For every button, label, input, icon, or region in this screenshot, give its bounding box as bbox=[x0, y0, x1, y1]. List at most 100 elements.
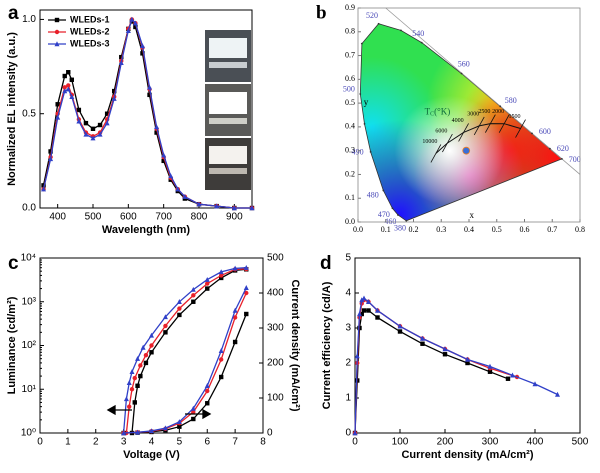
y-tick-label: 1 bbox=[345, 393, 351, 404]
marker bbox=[361, 295, 367, 301]
marker bbox=[119, 54, 124, 60]
wavelength-label: 600 bbox=[539, 127, 551, 136]
locus-point bbox=[531, 132, 533, 135]
series-line bbox=[122, 267, 247, 434]
marker bbox=[135, 355, 141, 361]
y-tick-label: 10² bbox=[22, 340, 37, 351]
x-tick-label: 2 bbox=[93, 437, 99, 448]
marker bbox=[55, 114, 61, 120]
marker bbox=[204, 383, 210, 388]
marker bbox=[83, 131, 89, 137]
temperature-label: 1500 bbox=[509, 114, 521, 120]
marker bbox=[465, 360, 470, 366]
marker bbox=[465, 356, 470, 362]
marker bbox=[191, 416, 196, 422]
y2-axis-label: Current density (mA/cm²) bbox=[289, 279, 301, 411]
marker bbox=[69, 94, 75, 99]
marker bbox=[154, 130, 159, 135]
marker bbox=[54, 41, 60, 47]
temperature-label: 6000 bbox=[435, 128, 447, 134]
x-tick-label: 0 bbox=[352, 437, 358, 448]
marker bbox=[354, 353, 360, 359]
marker bbox=[83, 120, 89, 126]
marker bbox=[41, 186, 47, 192]
y-tick-label: 0.5 bbox=[22, 108, 36, 119]
marker bbox=[532, 381, 538, 387]
marker bbox=[129, 369, 135, 375]
marker bbox=[361, 308, 367, 313]
marker bbox=[510, 372, 515, 378]
marker bbox=[127, 404, 132, 409]
marker bbox=[62, 73, 67, 79]
series-line bbox=[354, 299, 518, 434]
locus-point bbox=[460, 72, 463, 75]
marker bbox=[420, 341, 425, 346]
marker bbox=[76, 107, 82, 113]
marker bbox=[420, 335, 425, 341]
marker bbox=[149, 350, 154, 355]
marker bbox=[177, 306, 182, 311]
marker bbox=[76, 118, 82, 124]
legend-label: WLEDs-1 bbox=[70, 14, 110, 24]
marker bbox=[218, 275, 224, 281]
y-tick-label: 0.4 bbox=[345, 122, 355, 131]
panel-label: b bbox=[316, 2, 327, 23]
marker bbox=[149, 343, 154, 348]
marker bbox=[62, 85, 67, 90]
marker bbox=[138, 373, 143, 379]
marker bbox=[352, 430, 358, 436]
x-tick-label: 300 bbox=[482, 437, 499, 448]
marker bbox=[121, 430, 127, 436]
marker bbox=[487, 369, 493, 374]
y-tick-label: 4 bbox=[345, 288, 351, 299]
marker bbox=[359, 297, 365, 303]
marker bbox=[218, 357, 224, 362]
y-tick-label: 10³ bbox=[22, 296, 37, 307]
marker bbox=[147, 84, 153, 90]
x-axis-label: x bbox=[470, 210, 475, 220]
x-tick-label: 0.4 bbox=[464, 225, 474, 234]
marker bbox=[177, 312, 182, 318]
marker bbox=[176, 419, 182, 424]
y2-tick-label: 200 bbox=[267, 358, 284, 369]
axis-arrows bbox=[106, 404, 212, 420]
y-tick-label: 2 bbox=[345, 358, 351, 369]
marker bbox=[97, 122, 103, 128]
marker bbox=[54, 29, 60, 35]
y-tick-label: 5 bbox=[345, 253, 351, 264]
isotemperature-line bbox=[458, 123, 469, 142]
marker bbox=[65, 86, 71, 92]
y-tick-label: 10¹ bbox=[22, 384, 37, 395]
temperature-label: 4000 bbox=[452, 118, 464, 124]
x-axis-label: Voltage (V) bbox=[123, 449, 180, 461]
marker bbox=[190, 405, 196, 411]
locus-point bbox=[360, 42, 363, 45]
x-tick-label: 200 bbox=[437, 437, 454, 448]
marker bbox=[232, 339, 238, 345]
marker bbox=[54, 17, 60, 23]
y-tick-label: 10⁰ bbox=[21, 428, 36, 439]
marker bbox=[182, 193, 188, 199]
y-tick-label: 0.9 bbox=[345, 3, 355, 12]
x-tick-label: 7 bbox=[232, 437, 238, 448]
planck-title: TC(°K) bbox=[425, 107, 451, 118]
chart-panel: c 0 1 2 3 4 5 6 7 8 10⁰ 10¹ 10² 10³ 10⁴ 0 100 200 300 400 50… bbox=[6, 253, 301, 461]
marker bbox=[163, 323, 168, 329]
panel-label: d bbox=[320, 253, 332, 274]
temperature-label: 2500 bbox=[478, 109, 490, 115]
marker bbox=[397, 323, 403, 329]
isotemperature-line bbox=[430, 144, 442, 163]
locus-point bbox=[548, 147, 551, 150]
y-axis-label: y bbox=[364, 97, 369, 107]
x-tick-label: 6 bbox=[204, 437, 210, 448]
planck-title-part: (°K) bbox=[434, 107, 450, 117]
marker bbox=[375, 315, 380, 320]
marker bbox=[191, 299, 196, 304]
marker bbox=[125, 28, 131, 33]
y-tick-label: 0 bbox=[345, 428, 351, 439]
marker bbox=[191, 409, 196, 415]
marker bbox=[442, 352, 448, 357]
marker bbox=[232, 315, 238, 320]
marker bbox=[62, 88, 68, 94]
